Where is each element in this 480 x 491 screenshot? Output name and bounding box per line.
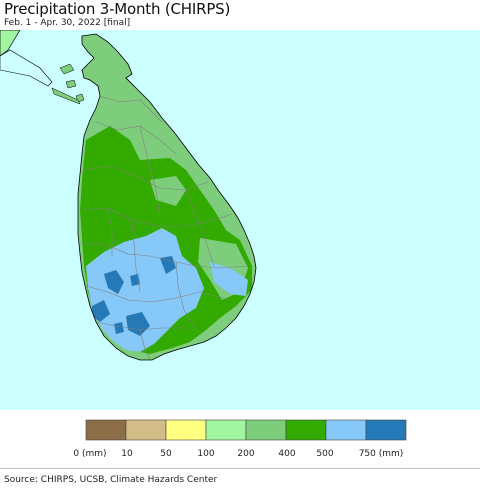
- mannar-island: [51, 87, 81, 105]
- precipitation-map: [0, 30, 480, 410]
- island-1: [0, 49, 53, 87]
- legend-label: 100: [197, 449, 214, 459]
- legend-label: 50: [160, 449, 172, 459]
- zone-500-750: [86, 228, 204, 352]
- source-bar: Source: CHIRPS, UCSB, Climate Hazards Ce…: [0, 468, 480, 491]
- legend-label: 200: [237, 449, 254, 459]
- coastline: [77, 33, 257, 361]
- legend-label: 750 (mm): [359, 449, 404, 459]
- legend-swatch: [85, 419, 127, 441]
- zone-200-400-center: [150, 176, 186, 206]
- legend-label: 500: [316, 449, 333, 459]
- legend-label: 400: [278, 449, 295, 459]
- island-2: [59, 63, 75, 75]
- legend-swatch: [125, 419, 167, 441]
- legend-swatch: [165, 419, 207, 441]
- legend-swatch: [365, 419, 407, 441]
- india-landmass: [0, 30, 21, 57]
- zone-750-patch-2: [92, 300, 110, 322]
- map-subtitle: Feb. 1 - Apr. 30, 2022 [final]: [4, 18, 131, 28]
- map-title: Precipitation 3-Month (CHIRPS): [4, 0, 231, 18]
- zone-750-patch-4: [160, 256, 176, 274]
- zone-500-750-east: [210, 262, 248, 296]
- legend-label: 10: [121, 449, 133, 459]
- zone-750-patch-5: [114, 322, 124, 334]
- district-borders: [80, 95, 249, 360]
- legend: 0 (mm) 10 50 100 200 400 500 750 (mm): [73, 419, 407, 459]
- legend-label: 0 (mm): [73, 449, 106, 459]
- source-text: Source: CHIRPS, UCSB, Climate Hazards Ce…: [4, 475, 218, 485]
- legend-swatch: [325, 419, 367, 441]
- zone-750-patch-1: [104, 270, 124, 294]
- legend-labels: 0 (mm) 10 50 100 200 400 500 750 (mm): [73, 449, 403, 459]
- legend-swatch: [245, 419, 287, 441]
- legend-swatch: [285, 419, 327, 441]
- island-3: [65, 79, 77, 89]
- legend-swatch: [205, 419, 247, 441]
- zone-750-patch-3: [126, 312, 150, 336]
- legend-bins: [85, 419, 407, 441]
- sri-lanka-island: [78, 34, 256, 360]
